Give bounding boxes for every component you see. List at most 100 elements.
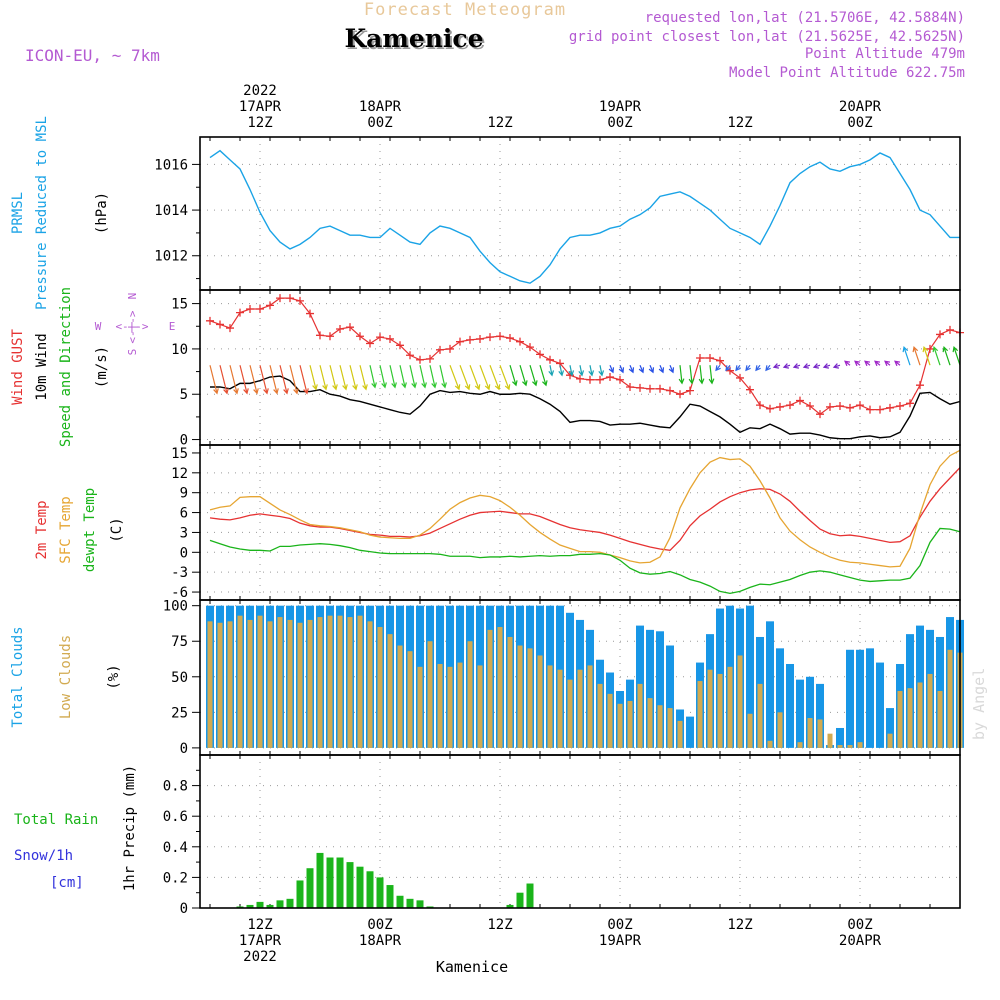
gust-marker xyxy=(876,405,884,414)
top-time-label: 19APR xyxy=(599,99,642,115)
wind-direction-arrow xyxy=(429,365,437,389)
low-cloud-bar xyxy=(937,691,943,748)
rain-bar xyxy=(256,901,264,908)
wind-direction-arrow xyxy=(648,364,655,374)
y-tick-label: 10 xyxy=(171,342,188,358)
wind-direction-arrow xyxy=(765,364,771,372)
gust-marker xyxy=(396,341,404,350)
low-cloud-bar xyxy=(267,621,273,748)
bottom-time-label: 17APR xyxy=(239,933,282,949)
wind-direction-arrow xyxy=(812,363,821,369)
total-cloud-bar xyxy=(776,648,784,748)
top-time-label: 18APR xyxy=(359,99,402,115)
gust-marker xyxy=(736,373,744,382)
bottom-time-label: 12Z xyxy=(727,917,752,933)
wind-direction-arrow xyxy=(618,364,625,374)
bottom-time-label: 19APR xyxy=(599,933,642,949)
total-cloud-bar xyxy=(806,676,814,748)
top-time-label: 12Z xyxy=(487,115,512,131)
wind-direction-arrow xyxy=(932,346,941,366)
wind-direction-arrow xyxy=(588,365,595,377)
low-cloud-bar xyxy=(237,615,243,748)
rain-bar xyxy=(366,871,374,908)
low-cloud-bar xyxy=(257,615,263,748)
requested-coords: requested lon,lat (21.5706E, 42.5884N) xyxy=(645,10,965,26)
gust-marker xyxy=(456,337,464,346)
low-cloud-bar xyxy=(757,683,763,748)
model-label: ICON-EU, ~ 7km xyxy=(25,46,160,65)
y-tick-label: 50 xyxy=(171,670,188,686)
rain-bar xyxy=(346,862,354,908)
gust-marker xyxy=(616,375,624,384)
gust-marker xyxy=(266,301,274,310)
total-cloud-bar xyxy=(846,649,854,748)
gust-marker xyxy=(576,374,584,383)
wind-direction-arrow xyxy=(499,365,511,391)
wind-direction-arrow xyxy=(894,360,901,367)
low-cloud-bar xyxy=(597,683,603,748)
wind-direction-arrow xyxy=(854,360,861,367)
gust-marker xyxy=(856,401,864,410)
y-tick-label: 6 xyxy=(180,506,188,522)
gust-marker xyxy=(376,333,384,342)
panel-label: Low Clouds xyxy=(58,635,74,719)
low-cloud-bar xyxy=(927,673,933,748)
rain-bar xyxy=(376,877,384,908)
rain-bar xyxy=(506,904,514,908)
low-cloud-bar xyxy=(727,666,733,748)
low-cloud-bar xyxy=(567,679,573,748)
gust-marker xyxy=(326,332,334,341)
wind-direction-arrow xyxy=(638,364,645,374)
pressure-line xyxy=(209,149,960,284)
wind-direction-arrow xyxy=(782,363,791,369)
low-cloud-bar xyxy=(627,700,633,748)
wind-direction-arrow xyxy=(249,365,259,395)
compass-e: E xyxy=(169,320,176,333)
gust-marker xyxy=(236,308,244,317)
wind-direction-arrow xyxy=(735,364,741,372)
low-cloud-bar xyxy=(547,665,553,748)
compass-s: S xyxy=(126,349,139,356)
wind-direction-arrow xyxy=(219,365,229,395)
wind-direction-arrow xyxy=(708,365,715,385)
wind-direction-arrow xyxy=(459,365,471,391)
wind-direction-arrow xyxy=(449,365,461,391)
top-time-label: 2022 xyxy=(243,83,277,99)
low-cloud-bar xyxy=(527,648,533,748)
low-cloud-bar xyxy=(797,742,803,748)
wind-direction-arrow xyxy=(409,365,417,389)
low-cloud-bar xyxy=(557,669,563,748)
total-cloud-bar xyxy=(786,663,794,748)
gust-marker xyxy=(846,403,854,412)
wind-direction-arrow xyxy=(489,365,501,391)
precip-panel: 0 0.2 0.4 0.6 0.8 xyxy=(163,754,961,917)
low-cloud-bar xyxy=(767,740,773,748)
gust-marker xyxy=(226,324,234,333)
gust-marker xyxy=(896,402,904,411)
bottom-time-label: 00Z xyxy=(607,917,632,933)
point-altitude: Point Altitude 479m xyxy=(805,46,965,62)
gust-marker xyxy=(816,410,824,419)
gust-marker xyxy=(216,320,224,329)
gust-marker xyxy=(666,386,674,395)
bottom-time-label: 2022 xyxy=(243,949,277,965)
top-time-label: 00Z xyxy=(607,115,632,131)
panel-labels: PRMSL Pressure Reduced to MSL (hPa) Wind GU… xyxy=(10,116,175,891)
wind-direction-arrow xyxy=(319,365,328,391)
panel-label: Speed and Direction xyxy=(58,287,74,447)
y-tick-label: -3 xyxy=(171,565,188,581)
panel-label: (m/s) xyxy=(94,346,110,388)
low-cloud-bar xyxy=(397,645,403,748)
y-tick-label: 12 xyxy=(171,466,188,482)
y-tick-label: 0.8 xyxy=(163,779,188,795)
gust-marker xyxy=(946,325,954,334)
low-cloud-bar xyxy=(917,682,923,748)
low-cloud-bar xyxy=(677,720,683,748)
wind-direction-arrow xyxy=(688,365,695,385)
precip-axis-label: 1hr Precip (mm) xyxy=(122,765,138,891)
wind-direction-arrow xyxy=(725,364,731,372)
gust-marker xyxy=(626,382,634,391)
bottom-time-label: 00Z xyxy=(847,917,872,933)
wind-direction-arrow xyxy=(874,360,881,367)
wind-direction-arrow xyxy=(329,365,338,391)
